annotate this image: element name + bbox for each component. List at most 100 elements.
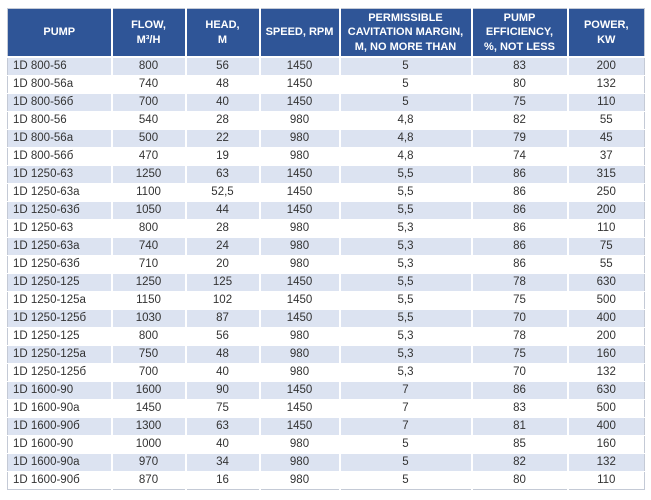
cell-pump: 1D 800-56a [7, 75, 112, 94]
cell-cavitation: 4,8 [338, 129, 472, 148]
cell-flow: 750 [110, 345, 186, 364]
cell-speed: 980 [258, 147, 340, 166]
cell-cavitation: 5 [338, 75, 472, 94]
cell-flow: 970 [110, 453, 186, 472]
cell-flow: 700 [110, 363, 186, 382]
cell-cavitation: 5 [338, 56, 472, 76]
cell-pump: 1D 1250-125a [7, 291, 112, 310]
cell-efficiency: 70 [470, 309, 568, 328]
cell-power: 630 [566, 273, 645, 292]
cell-flow: 1450 [110, 399, 186, 418]
cell-pump: 1D 1250-63 [7, 165, 112, 184]
cell-flow: 1100 [110, 183, 186, 202]
column-header-cavitation: PERMISSIBLE CAVITATION MARGIN, M, NO MOR… [338, 8, 472, 57]
cell-head: 87 [184, 309, 260, 328]
cell-cavitation: 5,5 [338, 183, 472, 202]
cell-head: 16 [184, 471, 260, 490]
table-row: 1D 1600-90б 870 16 980 5 80 110 [7, 471, 645, 490]
cell-flow: 500 [110, 129, 186, 148]
table-body: 1D 800-56 800 56 1450 5 83 200 1D 800-56a 740 48 1… [7, 56, 645, 490]
cell-head: 40 [184, 363, 260, 382]
cell-efficiency: 78 [470, 273, 568, 292]
cell-pump: 1D 800-56б [7, 93, 112, 112]
cell-cavitation: 5 [338, 453, 472, 472]
column-header-speed: SPEED, RPM [258, 8, 340, 57]
table-row: 1D 800-56б 700 40 1450 5 75 110 [7, 93, 645, 112]
cell-efficiency: 86 [470, 237, 568, 256]
cell-cavitation: 5,3 [338, 345, 472, 364]
table-row: 1D 800-56б 470 19 980 4,8 74 37 [7, 147, 645, 166]
cell-power: 132 [566, 453, 645, 472]
cell-power: 132 [566, 75, 645, 94]
cell-power: 132 [566, 363, 645, 382]
cell-power: 55 [566, 255, 645, 274]
cell-head: 125 [184, 273, 260, 292]
cell-head: 22 [184, 129, 260, 148]
cell-efficiency: 75 [470, 345, 568, 364]
cell-flow: 800 [110, 56, 186, 76]
cell-flow: 1600 [110, 381, 186, 400]
cell-flow: 1250 [110, 273, 186, 292]
cell-power: 160 [566, 435, 645, 454]
cell-efficiency: 86 [470, 255, 568, 274]
cell-head: 19 [184, 147, 260, 166]
cell-cavitation: 5,5 [338, 309, 472, 328]
cell-flow: 1050 [110, 201, 186, 220]
table-row: 1D 800-56 800 56 1450 5 83 200 [7, 56, 645, 76]
cell-head: 56 [184, 327, 260, 346]
table-row: 1D 800-56a 500 22 980 4,8 79 45 [7, 129, 645, 148]
cell-power: 630 [566, 381, 645, 400]
cell-head: 34 [184, 453, 260, 472]
table-row: 1D 800-56 540 28 980 4,8 82 55 [7, 111, 645, 130]
cell-cavitation: 5,3 [338, 255, 472, 274]
cell-cavitation: 7 [338, 381, 472, 400]
cell-speed: 980 [258, 453, 340, 472]
cell-speed: 980 [258, 471, 340, 490]
cell-efficiency: 82 [470, 111, 568, 130]
cell-efficiency: 86 [470, 381, 568, 400]
table-header: PUMP FLOW, M³/H HEAD, M SPEED, RPM PERMISSIB… [7, 8, 645, 57]
cell-cavitation: 5,5 [338, 291, 472, 310]
cell-efficiency: 86 [470, 201, 568, 220]
cell-speed: 980 [258, 255, 340, 274]
table-row: 1D 1600-90б 1300 63 1450 7 81 400 [7, 417, 645, 436]
cell-head: 28 [184, 219, 260, 238]
cell-head: 28 [184, 111, 260, 130]
cell-speed: 1450 [258, 165, 340, 184]
cell-flow: 800 [110, 219, 186, 238]
cell-pump: 1D 800-56б [7, 147, 112, 166]
cell-pump: 1D 1250-63a [7, 237, 112, 256]
cell-cavitation: 7 [338, 417, 472, 436]
cell-pump: 1D 1250-63 [7, 219, 112, 238]
cell-cavitation: 5,5 [338, 201, 472, 220]
cell-head: 48 [184, 75, 260, 94]
cell-power: 37 [566, 147, 645, 166]
cell-head: 90 [184, 381, 260, 400]
cell-efficiency: 82 [470, 453, 568, 472]
pump-specifications-table: PUMP FLOW, M³/H HEAD, M SPEED, RPM PERMISSIB… [7, 8, 645, 490]
cell-speed: 980 [258, 129, 340, 148]
cell-cavitation: 5 [338, 93, 472, 112]
cell-power: 55 [566, 111, 645, 130]
cell-head: 44 [184, 201, 260, 220]
cell-power: 110 [566, 471, 645, 490]
cell-head: 56 [184, 56, 260, 76]
cell-pump: 1D 1250-63б [7, 201, 112, 220]
table-row: 1D 1250-63 1250 63 1450 5,5 86 315 [7, 165, 645, 184]
cell-head: 102 [184, 291, 260, 310]
table-row: 1D 1250-63a 1100 52,5 1450 5,5 86 250 [7, 183, 645, 202]
header-row: PUMP FLOW, M³/H HEAD, M SPEED, RPM PERMISSIB… [7, 8, 645, 57]
cell-flow: 710 [110, 255, 186, 274]
cell-power: 200 [566, 56, 645, 76]
cell-efficiency: 70 [470, 363, 568, 382]
cell-efficiency: 75 [470, 93, 568, 112]
cell-power: 45 [566, 129, 645, 148]
column-header-flow: FLOW, M³/H [110, 8, 186, 57]
cell-head: 20 [184, 255, 260, 274]
cell-cavitation: 7 [338, 399, 472, 418]
table-row: 1D 1250-63a 740 24 980 5,3 86 75 [7, 237, 645, 256]
cell-cavitation: 5,5 [338, 273, 472, 292]
table-row: 1D 1250-125 800 56 980 5,3 78 200 [7, 327, 645, 346]
table-row: 1D 1250-63б 1050 44 1450 5,5 86 200 [7, 201, 645, 220]
cell-power: 400 [566, 309, 645, 328]
